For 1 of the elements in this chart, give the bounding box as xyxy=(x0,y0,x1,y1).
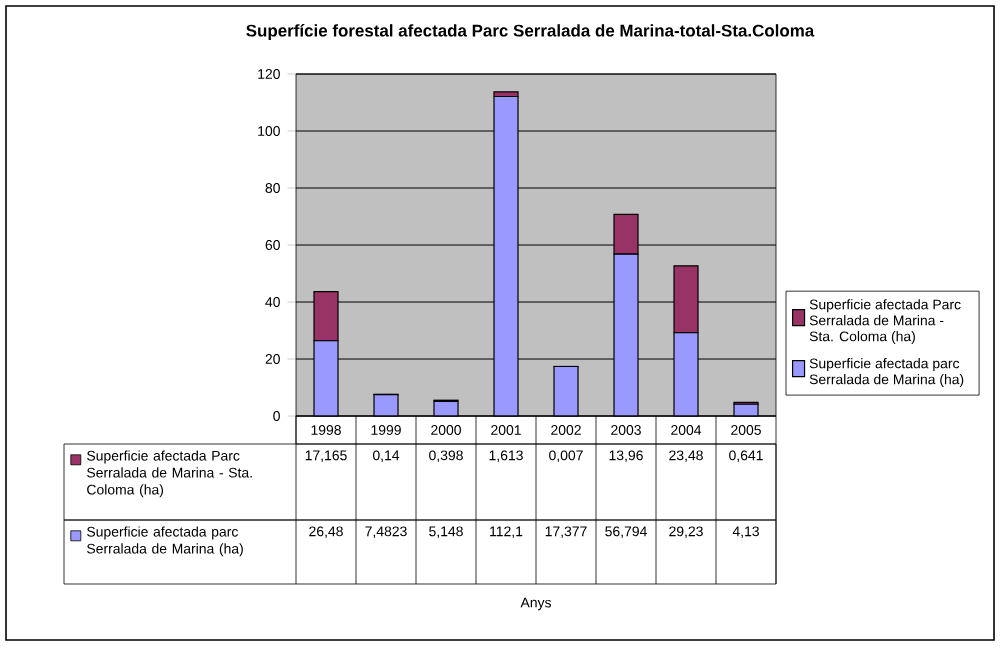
chart-title: Superfície forestal afectada Parc Serralada de Marina-total-Sta.Coloma xyxy=(246,24,815,40)
